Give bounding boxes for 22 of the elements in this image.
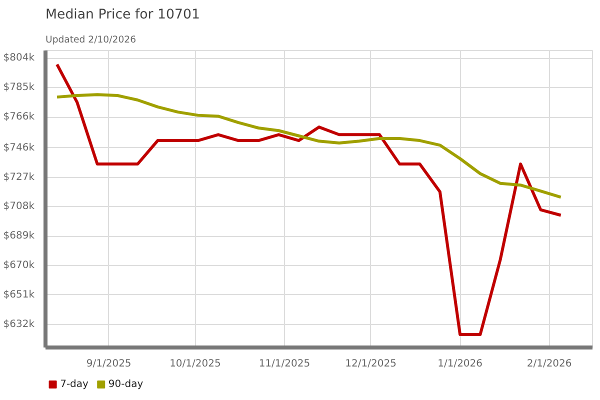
y-tick-label: $746k [3,142,35,154]
legend-label: 90-day [108,379,144,390]
y-tick-label: $804k [3,52,35,64]
y-tick-label: $766k [3,112,35,123]
y-tick-label: $670k [3,260,35,272]
legend-label: 7-day [60,379,89,390]
x-tick-label: 1/1/2026 [438,358,483,370]
line-series [56,62,562,336]
y-tick-label: $689k [3,230,35,242]
x-tick-label: 10/1/2025 [170,358,221,370]
chart-subtitle: Updated 2/10/2026 [46,34,136,46]
y-tick-label: $632k [3,318,35,330]
y-tick-label: $785k [3,82,35,94]
x-tick-label: 2/1/2026 [526,358,572,370]
x-tick-label: 11/1/2025 [258,358,310,370]
chart-title: Median Price for 10701 [46,8,200,22]
y-tick-label: $651k [3,289,35,300]
line-series [56,93,562,199]
x-tick-label: 9/1/2025 [86,358,132,370]
x-tick-label: 12/1/2025 [345,358,396,370]
y-tick-label: $708k [3,201,35,212]
y-tick-label: $727k [3,172,35,183]
